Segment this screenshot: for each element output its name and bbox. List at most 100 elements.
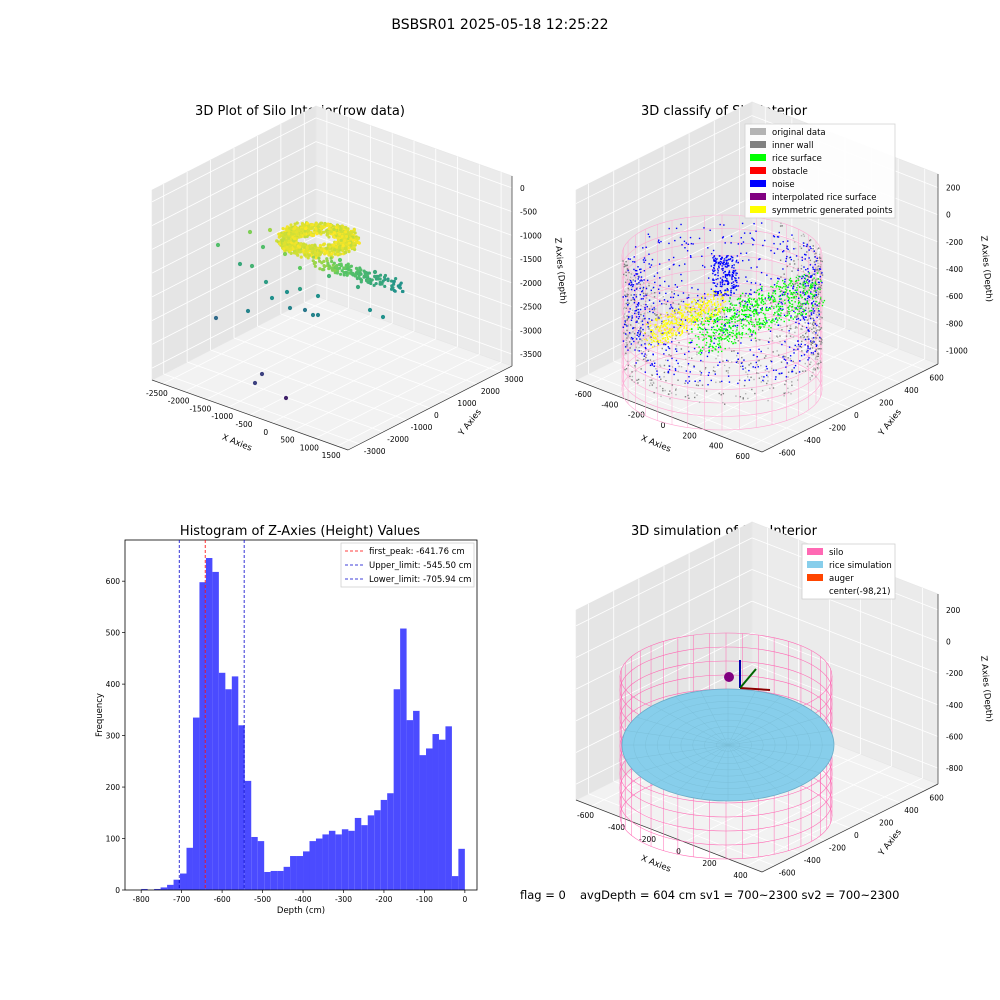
grid-line bbox=[588, 793, 775, 867]
noise-point bbox=[801, 259, 804, 261]
noise-point bbox=[803, 266, 805, 268]
data-point bbox=[383, 284, 387, 288]
symmetric-point bbox=[652, 340, 655, 342]
rice-point bbox=[704, 320, 707, 322]
rice-point bbox=[811, 286, 813, 288]
noise-point bbox=[637, 317, 640, 320]
x-tick-label: 200 bbox=[682, 431, 697, 440]
noise-point bbox=[726, 266, 728, 268]
rice-point bbox=[717, 343, 719, 345]
histogram-bar bbox=[218, 672, 226, 890]
wall-point bbox=[767, 347, 769, 350]
symmetric-point bbox=[711, 313, 714, 316]
wall-point bbox=[727, 360, 729, 362]
grid-line bbox=[575, 223, 753, 313]
symmetric-point bbox=[720, 298, 722, 300]
wall-point bbox=[817, 269, 819, 272]
wall-point bbox=[779, 309, 781, 311]
histogram-bar bbox=[374, 810, 381, 890]
noise-point bbox=[689, 341, 692, 344]
noise-point bbox=[730, 289, 732, 292]
symmetric-point bbox=[667, 316, 669, 319]
noise-point bbox=[742, 368, 744, 370]
symmetric-point bbox=[692, 305, 695, 307]
noise-point bbox=[727, 375, 730, 377]
rice-point bbox=[718, 333, 720, 336]
noise-point bbox=[773, 242, 775, 245]
wall-point bbox=[809, 378, 811, 381]
histogram-bar bbox=[413, 710, 420, 890]
rice-point bbox=[720, 323, 723, 326]
wall-point bbox=[675, 348, 678, 350]
noise-point bbox=[797, 317, 800, 320]
noise-point bbox=[724, 276, 727, 279]
noise-point bbox=[648, 253, 650, 255]
noise-point bbox=[724, 270, 727, 273]
noise-point bbox=[688, 376, 690, 378]
wall-point bbox=[742, 397, 744, 399]
noise-point bbox=[783, 314, 786, 316]
z-tick-label: 0 bbox=[946, 211, 951, 220]
rice-point bbox=[768, 325, 770, 327]
data-point bbox=[354, 273, 358, 277]
noise-point bbox=[753, 354, 755, 356]
symmetric-point bbox=[701, 304, 703, 306]
noise-point bbox=[773, 252, 776, 254]
rice-point bbox=[800, 314, 802, 316]
wall-point bbox=[744, 303, 746, 305]
rice-point bbox=[764, 316, 766, 319]
rice-point bbox=[775, 286, 777, 288]
noise-point bbox=[730, 292, 732, 294]
noise-point bbox=[727, 255, 729, 257]
noise-point bbox=[804, 298, 807, 301]
symmetric-point bbox=[668, 332, 671, 335]
wall-point bbox=[787, 371, 790, 373]
noise-point bbox=[648, 318, 650, 320]
data-point bbox=[292, 237, 297, 241]
noise-point bbox=[627, 303, 629, 306]
rice-point bbox=[789, 282, 791, 285]
wall-point bbox=[754, 392, 756, 395]
wall-point bbox=[817, 292, 820, 295]
rice-point bbox=[733, 315, 736, 317]
noise-point bbox=[799, 291, 802, 293]
noise-point bbox=[813, 250, 815, 252]
rice-point bbox=[732, 342, 734, 345]
noise-point bbox=[782, 251, 784, 253]
wall-point bbox=[647, 350, 650, 352]
rice-point bbox=[762, 303, 765, 306]
symmetric-point bbox=[690, 307, 693, 309]
rice-point bbox=[801, 296, 803, 299]
symmetric-point bbox=[643, 338, 646, 341]
noise-point bbox=[700, 352, 703, 354]
noise-point bbox=[640, 276, 643, 278]
grid-line bbox=[575, 196, 753, 286]
rice-point bbox=[755, 304, 758, 306]
rice-point bbox=[730, 318, 733, 321]
wall-point bbox=[776, 350, 778, 352]
symmetric-point bbox=[672, 314, 674, 316]
noise-point bbox=[667, 371, 669, 374]
data-point bbox=[317, 259, 322, 263]
rice-point bbox=[698, 326, 700, 329]
data-point bbox=[320, 221, 324, 225]
x-axis-label: X Axies bbox=[220, 433, 253, 454]
noise-point bbox=[632, 327, 634, 330]
noise-point bbox=[678, 264, 681, 267]
rice-point bbox=[736, 326, 738, 329]
wall-point bbox=[650, 292, 653, 294]
rice-mesh-line bbox=[636, 744, 729, 774]
rice-point bbox=[728, 325, 731, 328]
noise-point bbox=[791, 370, 794, 373]
symmetric-point bbox=[686, 303, 689, 306]
noise-point bbox=[800, 343, 803, 345]
noise-point bbox=[754, 282, 757, 284]
rice-point bbox=[745, 325, 747, 327]
wall-point bbox=[797, 267, 799, 270]
rice-point bbox=[758, 294, 760, 296]
wall-point bbox=[671, 384, 673, 386]
symmetric-point bbox=[681, 322, 684, 324]
noise-point bbox=[735, 272, 737, 274]
wall-point bbox=[623, 316, 625, 319]
rice-point bbox=[738, 333, 740, 335]
